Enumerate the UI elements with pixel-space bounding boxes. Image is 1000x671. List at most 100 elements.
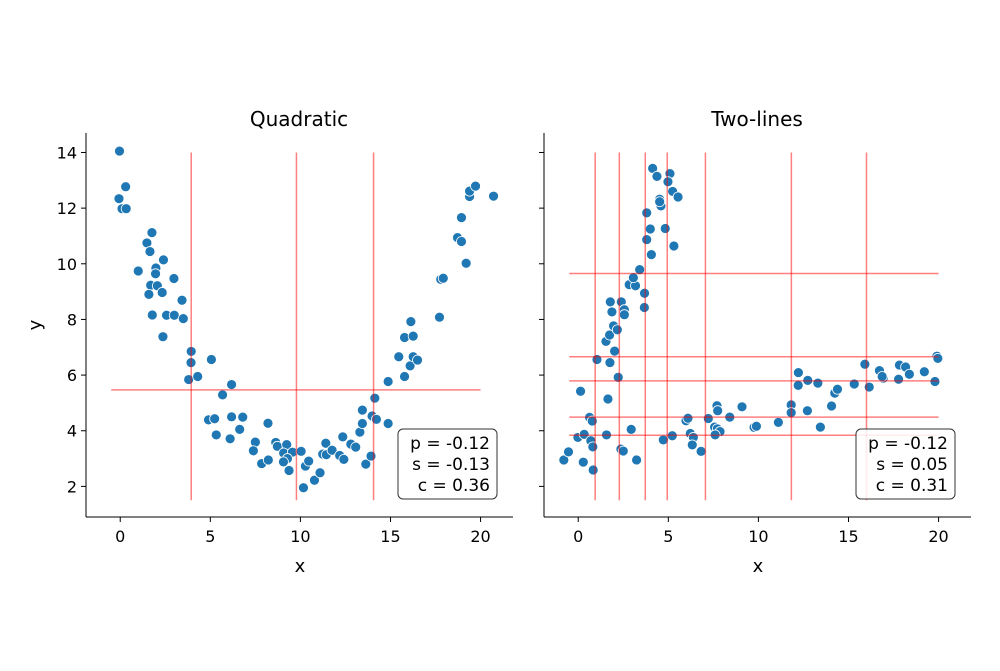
- data-point: [356, 418, 368, 429]
- data-point: [618, 309, 630, 321]
- data-point: [659, 223, 671, 234]
- x-tick-label: 10: [290, 527, 310, 546]
- data-point: [712, 405, 724, 417]
- data-point: [772, 416, 784, 428]
- data-point: [224, 433, 236, 445]
- data-point: [578, 428, 590, 440]
- data-point: [192, 371, 204, 382]
- x-tick-label: 5: [663, 527, 673, 546]
- data-point: [604, 329, 615, 341]
- x-tick-label: 5: [205, 527, 215, 546]
- data-point: [298, 482, 309, 494]
- y-tick-label: 4: [67, 422, 77, 441]
- data-point: [120, 203, 132, 215]
- data-point: [234, 423, 246, 435]
- data-point: [217, 389, 228, 401]
- data-point: [382, 418, 394, 429]
- data-point: [575, 385, 586, 397]
- data-point: [356, 404, 368, 416]
- data-point: [456, 212, 467, 223]
- data-point: [631, 454, 643, 466]
- data-point: [488, 190, 499, 202]
- x-tick-label: 15: [380, 527, 400, 546]
- stats-line: s = -0.13: [412, 455, 490, 475]
- data-point: [918, 366, 930, 378]
- data-point: [210, 429, 222, 441]
- data-point: [617, 445, 629, 457]
- data-point: [736, 401, 748, 413]
- data-point: [460, 257, 472, 269]
- stats-line: p = -0.12: [410, 434, 490, 454]
- data-point: [320, 437, 332, 449]
- data-point: [369, 392, 381, 404]
- data-point: [399, 371, 410, 382]
- data-point: [278, 456, 289, 468]
- x-tick-label: 15: [838, 527, 858, 546]
- data-point: [209, 413, 221, 425]
- title-two-lines: Two-lines: [710, 107, 803, 131]
- data-point: [157, 331, 169, 343]
- data-point: [326, 444, 338, 456]
- data-point: [226, 379, 237, 390]
- data-point: [407, 330, 419, 342]
- data-point: [558, 454, 570, 466]
- data-point: [113, 193, 125, 205]
- data-point: [602, 393, 614, 405]
- data-point: [283, 465, 295, 476]
- data-point: [226, 411, 237, 423]
- data-point: [146, 309, 158, 321]
- x-tick-label: 10: [748, 527, 768, 546]
- axes-quadratic: Quadratic x y 0 5 10 15 20 2 4 6 8 10 12 14 p = -0.1…: [25, 107, 513, 577]
- data-point: [143, 288, 155, 300]
- data-point: [156, 287, 168, 298]
- axes-two-lines: Two-lines x 0 5 10 15 20 p = -0.12s = 0.05c =…: [539, 107, 971, 577]
- y-tick-label: 2: [67, 477, 77, 496]
- data-point: [314, 467, 326, 479]
- data-point: [863, 381, 875, 393]
- data-point: [176, 294, 188, 306]
- data-point: [405, 316, 417, 328]
- data-point: [470, 180, 481, 192]
- data-point: [382, 376, 394, 387]
- stats-line: p = -0.12: [868, 434, 948, 454]
- data-point: [832, 383, 843, 395]
- data-point: [295, 445, 307, 457]
- data-point: [120, 181, 132, 193]
- data-point: [641, 234, 653, 245]
- stats-line: c = 0.36: [418, 476, 490, 496]
- x-tick-label: 20: [470, 527, 490, 546]
- data-point: [611, 324, 623, 336]
- data-point: [144, 246, 156, 257]
- data-point: [146, 227, 158, 239]
- data-point: [262, 417, 274, 429]
- data-point: [644, 223, 656, 235]
- data-point: [668, 240, 680, 252]
- data-point: [577, 456, 589, 468]
- data-point: [627, 272, 639, 284]
- stats-box: [397, 428, 498, 500]
- xlabel-two-lines: x: [753, 556, 764, 577]
- data-point: [158, 254, 169, 266]
- y-tick-label: 8: [67, 310, 77, 329]
- data-point: [792, 379, 804, 391]
- data-point: [563, 446, 574, 458]
- data-point: [434, 311, 445, 323]
- data-point: [437, 272, 449, 284]
- data-point: [168, 273, 180, 284]
- data-point: [365, 450, 377, 462]
- data-point: [932, 352, 944, 364]
- data-point: [609, 345, 621, 357]
- title-quadratic: Quadratic: [250, 107, 348, 131]
- data-point: [682, 412, 694, 424]
- data-point: [150, 268, 161, 280]
- data-point: [612, 371, 624, 383]
- data-point: [309, 474, 320, 486]
- data-point: [654, 196, 666, 208]
- y-tick-label: 6: [67, 366, 77, 385]
- data-point: [893, 373, 904, 385]
- data-point: [350, 441, 362, 453]
- data-point: [337, 431, 349, 443]
- y-tick-label: 12: [57, 199, 77, 218]
- data-point: [792, 367, 804, 378]
- data-point: [262, 454, 274, 466]
